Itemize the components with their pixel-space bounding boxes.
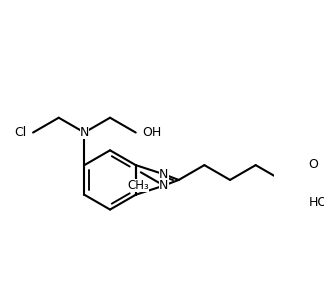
Text: HO: HO [309,196,324,209]
Text: N: N [159,179,168,192]
Text: OH: OH [143,126,162,139]
Text: N: N [159,168,168,181]
Text: O: O [309,157,318,171]
Text: CH₃: CH₃ [127,179,149,192]
Text: N: N [80,126,89,139]
Text: Cl: Cl [14,126,26,139]
